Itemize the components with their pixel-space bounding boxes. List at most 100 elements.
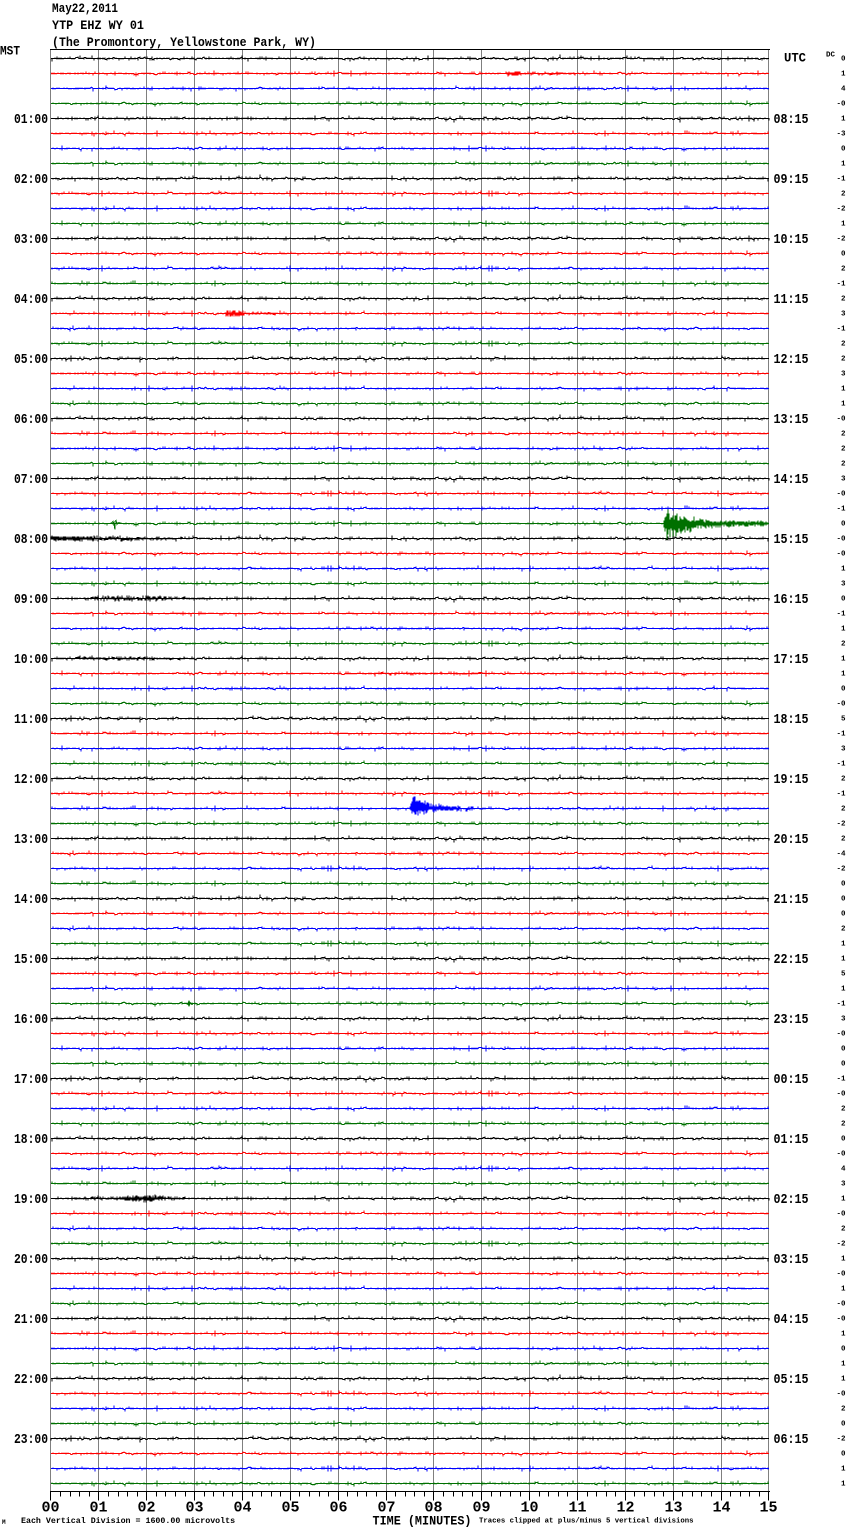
svg-text:08:00: 08:00 <box>14 533 48 548</box>
svg-text:0: 0 <box>841 1346 846 1354</box>
svg-text:-2: -2 <box>836 821 846 829</box>
svg-text:21:15: 21:15 <box>774 893 809 908</box>
svg-text:1: 1 <box>841 386 846 394</box>
svg-text:-0: -0 <box>836 701 846 709</box>
svg-text:19:00: 19:00 <box>14 1193 48 1208</box>
svg-text:-0: -0 <box>836 1211 846 1219</box>
svg-text:1: 1 <box>841 956 846 964</box>
svg-text:15:00: 15:00 <box>14 953 48 968</box>
svg-text:-1: -1 <box>836 1076 846 1084</box>
svg-text:UTC: UTC <box>784 51 806 66</box>
svg-text:2: 2 <box>841 266 846 274</box>
svg-text:1: 1 <box>841 401 846 409</box>
svg-text:Each Vertical Division = 1600.: Each Vertical Division = 1600.00 microvo… <box>21 1516 235 1526</box>
svg-text:1: 1 <box>841 161 846 169</box>
svg-text:5: 5 <box>841 971 846 979</box>
svg-text:02:15: 02:15 <box>774 1193 809 1208</box>
svg-text:04:00: 04:00 <box>14 293 48 308</box>
svg-text:09:15: 09:15 <box>774 173 809 188</box>
svg-text:2: 2 <box>841 1121 846 1129</box>
svg-text:-0: -0 <box>836 551 846 559</box>
svg-text:02:00: 02:00 <box>14 173 48 188</box>
svg-text:-1: -1 <box>836 281 846 289</box>
svg-text:0: 0 <box>841 146 846 154</box>
svg-text:0: 0 <box>841 1136 846 1144</box>
svg-text:0: 0 <box>841 251 846 259</box>
svg-text:13:15: 13:15 <box>774 413 809 428</box>
svg-text:15:15: 15:15 <box>774 533 809 548</box>
svg-text:-0: -0 <box>836 1391 846 1399</box>
svg-text:12:00: 12:00 <box>14 773 48 788</box>
svg-text:01: 01 <box>89 1500 107 1517</box>
svg-text:0: 0 <box>841 686 846 694</box>
svg-text:-1: -1 <box>836 1001 846 1009</box>
svg-text:11:00: 11:00 <box>14 713 48 728</box>
svg-text:16:00: 16:00 <box>14 1013 48 1028</box>
svg-text:09: 09 <box>472 1500 490 1517</box>
svg-text:12: 12 <box>616 1500 634 1517</box>
svg-text:1: 1 <box>841 986 846 994</box>
svg-text:1: 1 <box>841 1481 846 1489</box>
svg-text:-1: -1 <box>836 176 846 184</box>
svg-text:-1: -1 <box>836 611 846 619</box>
svg-text:0: 0 <box>841 1451 846 1459</box>
svg-text:2: 2 <box>841 1106 846 1114</box>
svg-text:-0: -0 <box>836 1091 846 1099</box>
svg-text:-0: -0 <box>836 536 846 544</box>
svg-text:-2: -2 <box>836 236 846 244</box>
svg-text:1: 1 <box>841 1196 846 1204</box>
svg-text:1: 1 <box>841 1286 846 1294</box>
svg-text:06: 06 <box>329 1500 347 1517</box>
svg-text:-1: -1 <box>836 326 846 334</box>
svg-text:22:15: 22:15 <box>774 953 809 968</box>
svg-text:(The Promontory, Yellowstone P: (The Promontory, Yellowstone Park, WY) <box>52 35 316 50</box>
svg-text:-2: -2 <box>836 206 846 214</box>
svg-text:10: 10 <box>520 1500 538 1517</box>
svg-text:2: 2 <box>841 836 846 844</box>
svg-text:2: 2 <box>841 461 846 469</box>
svg-text:23:00: 23:00 <box>14 1433 48 1448</box>
svg-text:-0: -0 <box>836 101 846 109</box>
svg-text:4: 4 <box>841 1166 846 1174</box>
svg-text:00: 00 <box>41 1500 59 1517</box>
svg-text:01:15: 01:15 <box>774 1133 809 1148</box>
svg-text:-3: -3 <box>836 131 846 139</box>
svg-text:05:15: 05:15 <box>774 1373 809 1388</box>
svg-text:1: 1 <box>841 566 846 574</box>
svg-text:-1: -1 <box>836 761 846 769</box>
svg-text:14: 14 <box>712 1500 730 1517</box>
svg-text:-0: -0 <box>836 1271 846 1279</box>
svg-text:04: 04 <box>233 1500 251 1517</box>
svg-text:21:00: 21:00 <box>14 1313 48 1328</box>
svg-text:23:15: 23:15 <box>774 1013 809 1028</box>
svg-text:15: 15 <box>759 1500 777 1517</box>
svg-text:0: 0 <box>841 896 846 904</box>
svg-text:06:15: 06:15 <box>774 1433 809 1448</box>
svg-text:5: 5 <box>841 716 846 724</box>
svg-text:1: 1 <box>841 1361 846 1369</box>
svg-text:1: 1 <box>841 1331 846 1339</box>
svg-text:0: 0 <box>841 1046 846 1054</box>
svg-text:1: 1 <box>841 941 846 949</box>
svg-text:00:15: 00:15 <box>774 1073 809 1088</box>
svg-text:1: 1 <box>841 221 846 229</box>
svg-text:20:15: 20:15 <box>774 833 809 848</box>
svg-text:3: 3 <box>841 1181 846 1189</box>
svg-text:2: 2 <box>841 431 846 439</box>
svg-text:06:00: 06:00 <box>14 413 48 428</box>
svg-text:0: 0 <box>841 1421 846 1429</box>
svg-text:M: M <box>2 1519 6 1526</box>
svg-text:14:00: 14:00 <box>14 893 48 908</box>
svg-text:16:15: 16:15 <box>774 593 809 608</box>
svg-text:10:15: 10:15 <box>774 233 809 248</box>
svg-text:1: 1 <box>841 656 846 664</box>
svg-text:19:15: 19:15 <box>774 773 809 788</box>
svg-text:09:00: 09:00 <box>14 593 48 608</box>
svg-text:-1: -1 <box>836 731 846 739</box>
svg-text:-0: -0 <box>836 491 846 499</box>
svg-text:18:15: 18:15 <box>774 713 809 728</box>
svg-text:2: 2 <box>841 296 846 304</box>
svg-text:08: 08 <box>424 1500 442 1517</box>
svg-text:YTP EHZ WY 01: YTP EHZ WY 01 <box>52 18 144 33</box>
svg-text:-1: -1 <box>836 791 846 799</box>
